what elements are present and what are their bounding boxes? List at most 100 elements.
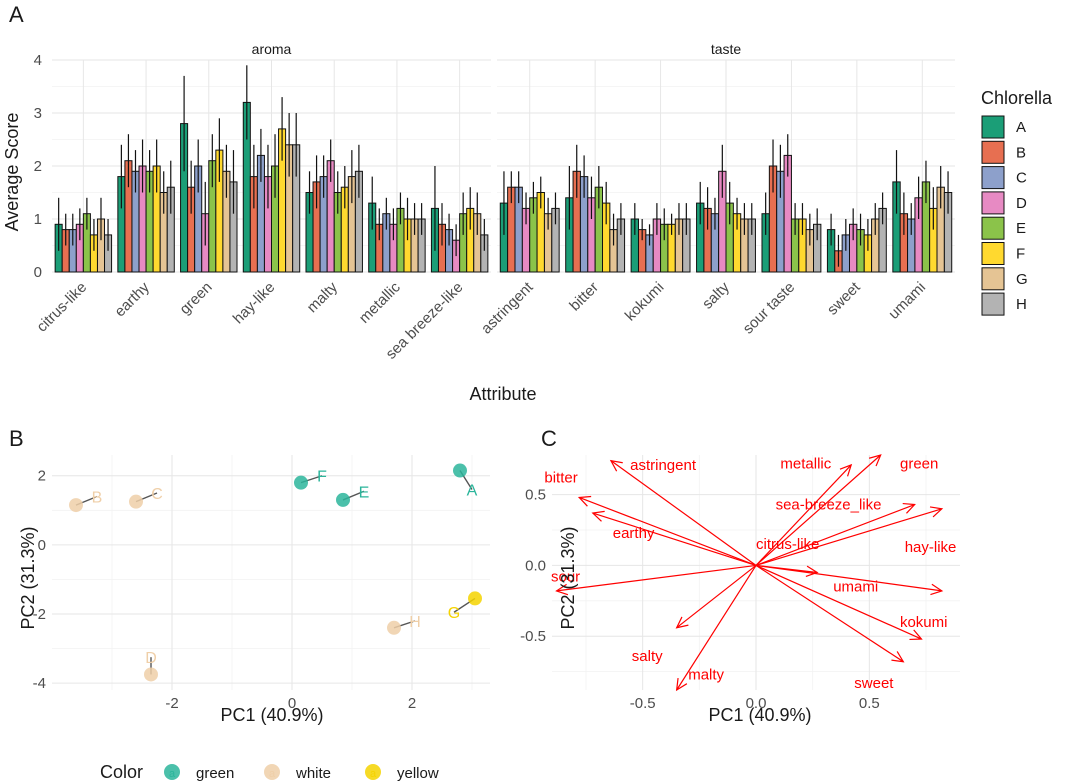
loading-arrow-kokumi xyxy=(755,564,922,640)
y-tick-4: 4 xyxy=(34,52,42,69)
loading-arrowhead-sea-breeze-like xyxy=(902,502,916,514)
y-tick-c: 0.5 xyxy=(525,487,546,504)
point-label-C: C xyxy=(151,486,163,503)
loading-arrow-hay-like xyxy=(755,508,943,566)
panel-b-ticks: -2 0 2 -4 -2 0 2 xyxy=(33,468,417,712)
y-tick-c: -0.5 xyxy=(520,628,546,645)
legend-label-yellow: yellow xyxy=(397,765,439,782)
legend-title-color: Color xyxy=(100,762,143,782)
y-tick-b: 0 xyxy=(38,537,46,554)
x-tick-hay-like: hay-like xyxy=(230,279,279,328)
loading-arrowhead-sweet xyxy=(891,651,905,663)
panel-a-bars xyxy=(54,65,953,273)
panel-b-points: A B C D E F G H xyxy=(69,463,482,682)
panel-letter-b: B xyxy=(9,426,24,451)
panel-c-ticks: -0.5 0.0 0.5 -0.5 0.0 0.5 xyxy=(520,487,880,712)
loading-arrow-salty xyxy=(676,564,757,629)
legend-label-G: G xyxy=(1016,271,1028,288)
panel-letter-c: C xyxy=(541,426,557,451)
loading-label-hay-like: hay-like xyxy=(905,539,957,556)
panel-c-x-axis-title: PC1 (40.9%) xyxy=(708,705,811,725)
x-tick-bitter: bitter xyxy=(566,279,602,315)
x-tick-c: 0.0 xyxy=(746,695,767,712)
panel-c-arrows: astringent bitter earthy sour salty malty meta… xyxy=(544,454,957,692)
x-tick-c: -0.5 xyxy=(630,695,656,712)
loading-label-astringent: astringent xyxy=(630,457,697,474)
loading-label-metallic: metallic xyxy=(780,455,831,472)
panel-a-x-ticks: citrus-like earthy green hay-like malty metal… xyxy=(33,278,929,363)
x-tick-green: green xyxy=(176,279,215,318)
loading-arrowhead-metallic xyxy=(839,463,853,477)
legend-swatch-E xyxy=(981,216,1005,240)
loading-arrowhead-green xyxy=(868,454,882,467)
loading-label-bitter: bitter xyxy=(544,470,577,487)
legend-label-green: green xyxy=(196,765,234,782)
panel-b-y-axis-title: PC2 (31.3%) xyxy=(18,526,38,629)
y-tick-1: 1 xyxy=(34,211,42,228)
loading-label-citrus-like: citrus-like xyxy=(756,536,819,553)
x-tick-kokumi: kokumi xyxy=(622,279,668,325)
legend-swatch-B xyxy=(981,140,1005,164)
point-label-G: G xyxy=(448,605,460,622)
loading-arrowhead-hay-like xyxy=(929,506,944,518)
loading-arrow-sea-breeze-like xyxy=(755,503,915,566)
loading-arrow-umami xyxy=(755,564,942,592)
legend-swatch-C xyxy=(981,166,1005,190)
y-tick-2: 2 xyxy=(34,158,42,175)
loading-arrowhead-umami xyxy=(930,583,944,596)
y-tick-b: -4 xyxy=(33,675,46,692)
loading-arrow-malty xyxy=(676,565,757,691)
legend-key-green xyxy=(164,764,180,780)
panel-b-x-axis-title: PC1 (40.9%) xyxy=(220,705,323,725)
legend-key-glyph-white: a xyxy=(269,768,276,780)
loading-arrow-bitter xyxy=(578,496,757,566)
loading-arrowhead-astringent xyxy=(609,459,623,472)
point-label-A: A xyxy=(467,483,478,500)
loading-label-earthy: earthy xyxy=(613,525,655,542)
point-label-H: H xyxy=(409,614,421,631)
point-G xyxy=(468,591,482,606)
loading-label-salty: salty xyxy=(632,648,663,665)
panel-a-x-axis-title: Attribute xyxy=(469,384,536,404)
panel-letter-a: A xyxy=(9,2,24,27)
point-label-F: F xyxy=(317,469,327,486)
y-tick-c: 0.0 xyxy=(525,557,546,574)
point-F xyxy=(294,475,308,490)
loading-label-umami: umami xyxy=(833,579,878,596)
legend-label-white: white xyxy=(295,765,331,782)
panel-a-y-axis-title: Average Score xyxy=(2,113,22,232)
x-tick-salty: salty xyxy=(699,278,733,312)
x-tick-umami: umami xyxy=(885,279,929,323)
loading-arrow-green xyxy=(755,454,882,566)
x-tick-sour-taste: sour taste xyxy=(740,279,799,338)
y-tick-3: 3 xyxy=(34,105,42,122)
legend-key-white xyxy=(264,764,280,780)
loading-label-kokumi: kokumi xyxy=(900,614,948,631)
x-tick-astringent: astringent xyxy=(478,278,537,337)
x-tick-metallic: metallic xyxy=(356,278,404,326)
legend-label-A: A xyxy=(1016,119,1026,136)
loading-arrowhead-sour xyxy=(555,583,569,596)
y-tick-b: 2 xyxy=(38,468,46,485)
x-tick-b: 0 xyxy=(288,695,296,712)
x-tick-b: 2 xyxy=(408,695,416,712)
loading-label-malty: malty xyxy=(688,666,724,683)
point-A xyxy=(453,463,467,478)
point-C xyxy=(129,494,143,509)
x-tick-earthy: earthy xyxy=(111,278,153,320)
loading-arrowhead-malty xyxy=(675,678,688,692)
legend-label-D: D xyxy=(1016,195,1027,212)
x-tick-sweet: sweet xyxy=(824,278,864,318)
panel-b-grid xyxy=(52,455,490,690)
legend-label-H: H xyxy=(1016,296,1027,313)
x-tick-citrus-like: citrus-like xyxy=(33,279,90,336)
x-tick-malty: malty xyxy=(304,278,342,316)
panel-c-y-axis-title: PC2 (31.3%) xyxy=(558,526,578,629)
loading-arrowhead-earthy xyxy=(591,510,605,522)
loading-label-sweet: sweet xyxy=(854,675,894,692)
loading-arrowhead-salty xyxy=(675,616,689,629)
loading-arrowhead-citrus-like xyxy=(805,565,819,578)
legend-label-C: C xyxy=(1016,170,1027,187)
